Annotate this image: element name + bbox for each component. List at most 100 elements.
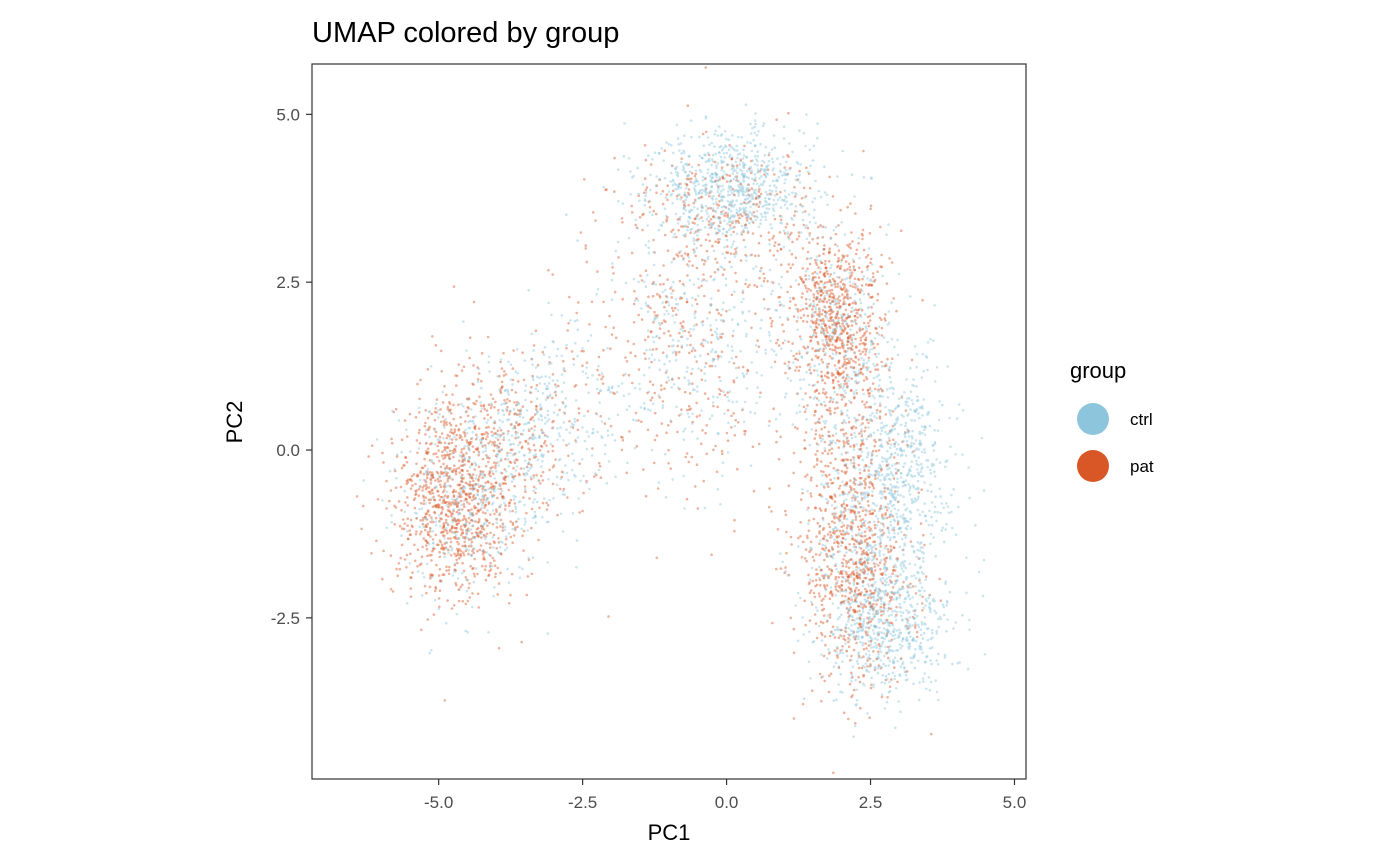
data-point-ctrl	[896, 480, 899, 484]
data-point-pat	[814, 310, 817, 314]
data-point-pat	[444, 514, 448, 517]
data-point-ctrl	[814, 221, 817, 225]
data-point-pat	[630, 211, 634, 214]
data-point-ctrl	[812, 640, 816, 643]
data-point-pat	[872, 650, 875, 653]
data-point-ctrl	[907, 593, 911, 597]
data-point-ctrl	[880, 558, 883, 562]
data-point-pat	[590, 300, 594, 304]
data-point-pat	[823, 585, 827, 589]
data-point-pat	[910, 358, 914, 362]
data-point-ctrl	[527, 437, 531, 441]
data-point-pat	[844, 559, 848, 563]
data-point-pat	[760, 164, 763, 167]
data-point-pat	[422, 496, 426, 499]
data-point-pat	[476, 549, 479, 553]
data-point-ctrl	[916, 486, 920, 490]
data-point-pat	[653, 310, 656, 314]
data-point-pat	[430, 559, 433, 562]
data-point-pat	[752, 489, 756, 493]
data-point-pat	[809, 340, 812, 343]
data-point-ctrl	[908, 493, 912, 496]
data-point-pat	[787, 340, 790, 344]
data-point-ctrl	[824, 311, 828, 314]
data-point-ctrl	[869, 624, 873, 627]
data-point-pat	[662, 264, 665, 267]
data-point-ctrl	[896, 659, 900, 663]
data-point-pat	[434, 407, 438, 410]
data-point-ctrl	[863, 519, 867, 523]
data-point-pat	[879, 567, 882, 571]
data-point-pat	[355, 495, 359, 498]
data-point-pat	[455, 526, 458, 530]
data-point-ctrl	[665, 141, 668, 144]
data-point-pat	[472, 566, 475, 570]
data-point-pat	[912, 450, 915, 453]
data-point-ctrl	[845, 438, 848, 441]
data-point-ctrl	[816, 236, 820, 239]
data-point-pat	[453, 526, 456, 530]
data-point-pat	[821, 317, 825, 321]
data-point-pat	[854, 478, 857, 482]
data-point-pat	[448, 457, 452, 461]
data-point-ctrl	[880, 619, 883, 623]
data-point-ctrl	[567, 478, 570, 482]
data-point-pat	[860, 535, 864, 538]
data-point-pat	[854, 562, 857, 565]
data-point-pat	[454, 472, 458, 476]
data-point-ctrl	[692, 283, 696, 286]
data-point-pat	[409, 552, 412, 556]
data-point-pat	[849, 527, 853, 530]
data-point-pat	[857, 266, 861, 270]
data-point-ctrl	[830, 310, 834, 313]
data-point-ctrl	[676, 308, 680, 312]
data-point-ctrl	[746, 169, 749, 173]
data-point-pat	[707, 397, 710, 401]
data-point-pat	[700, 442, 703, 446]
data-point-pat	[463, 540, 467, 544]
data-point-ctrl	[930, 646, 934, 649]
data-point-ctrl	[872, 645, 876, 649]
data-point-ctrl	[817, 443, 820, 447]
data-point-pat	[676, 254, 680, 258]
data-point-pat	[843, 360, 846, 364]
data-point-pat	[849, 458, 853, 462]
data-point-pat	[421, 519, 425, 522]
data-point-pat	[871, 382, 875, 385]
data-point-ctrl	[931, 444, 934, 447]
data-point-ctrl	[693, 250, 696, 253]
data-point-ctrl	[666, 296, 669, 299]
data-point-pat	[823, 263, 827, 266]
data-point-pat	[860, 482, 863, 486]
data-point-ctrl	[801, 488, 804, 491]
data-point-pat	[865, 553, 868, 556]
data-point-ctrl	[880, 507, 883, 510]
data-point-ctrl	[904, 670, 907, 674]
data-point-ctrl	[889, 500, 893, 503]
data-point-ctrl	[852, 735, 855, 738]
data-point-pat	[845, 377, 848, 380]
data-point-pat	[860, 270, 864, 274]
data-point-pat	[814, 354, 818, 358]
data-point-ctrl	[435, 402, 438, 406]
data-point-pat	[481, 487, 485, 491]
data-point-pat	[861, 518, 865, 521]
data-point-ctrl	[496, 375, 500, 378]
data-point-pat	[823, 374, 827, 378]
data-point-ctrl	[852, 370, 856, 374]
data-point-ctrl	[565, 428, 568, 431]
data-point-pat	[860, 591, 863, 594]
data-point-ctrl	[405, 601, 409, 605]
data-point-pat	[431, 505, 435, 509]
data-point-pat	[467, 447, 471, 450]
data-point-pat	[514, 412, 517, 415]
data-point-pat	[562, 359, 565, 363]
data-point-ctrl	[869, 592, 873, 596]
data-point-pat	[812, 591, 816, 595]
data-point-pat	[457, 495, 461, 499]
data-point-pat	[575, 311, 578, 315]
data-point-pat	[493, 485, 496, 488]
data-point-ctrl	[820, 322, 824, 326]
data-point-ctrl	[469, 554, 473, 557]
data-point-pat	[885, 618, 889, 622]
